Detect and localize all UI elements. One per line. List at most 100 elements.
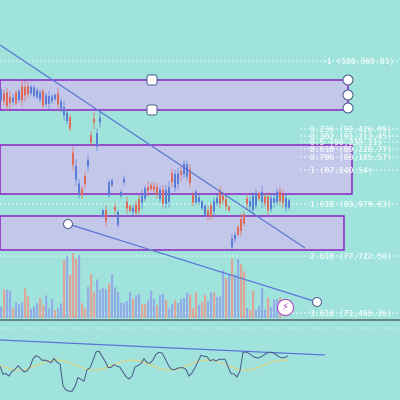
lightning-icon[interactable]: ⚡ (277, 299, 294, 316)
candle-body (246, 198, 248, 205)
candle-body (60, 101, 62, 109)
candle-body (72, 152, 74, 165)
candle-body (225, 198, 227, 207)
candle-body (99, 117, 101, 123)
candle-body (105, 210, 107, 222)
volume-bar (228, 274, 231, 318)
candle-body (3, 93, 5, 102)
candle-body (39, 92, 41, 100)
volume-bar (159, 294, 162, 318)
candle-body (30, 87, 32, 94)
volume-bar (237, 259, 240, 318)
osc-trendline (0, 339, 326, 356)
candle-body (90, 135, 92, 143)
candle-body (177, 173, 179, 185)
candle-body (48, 96, 50, 104)
volume-bar (126, 300, 129, 318)
candle-body (42, 91, 44, 106)
zone-upper-handle-bottom[interactable] (146, 104, 158, 116)
zone-upper-handle-br[interactable] (342, 102, 354, 114)
volume-bar (51, 299, 54, 318)
candle-body (117, 212, 119, 226)
candle-body (270, 197, 272, 210)
candle-body (162, 189, 164, 204)
volume-bar (186, 292, 189, 318)
osc-main-line (0, 350, 289, 392)
volume-bar (258, 305, 261, 318)
lightning-glyph: ⚡ (281, 301, 290, 313)
volume-bar (33, 306, 36, 318)
volume-bar (75, 258, 78, 318)
volume-bar (129, 292, 132, 318)
candle-body (141, 195, 143, 203)
candle-body (201, 201, 203, 209)
candle-body (288, 200, 290, 208)
candle-body (156, 187, 158, 195)
volume-bar (60, 303, 63, 318)
candle-body (0, 90, 2, 100)
volume-bar (273, 299, 276, 318)
candle-body (96, 133, 98, 147)
candle-body (27, 86, 29, 95)
volume-bar (6, 289, 9, 318)
volume-bar (132, 298, 135, 318)
candle-body (285, 198, 287, 208)
drag-handles[interactable] (63, 74, 354, 307)
candle-body (150, 185, 152, 190)
candle-body (75, 165, 77, 180)
candle-body (255, 192, 257, 206)
volume-bar (0, 306, 3, 318)
candle-body (192, 195, 194, 203)
candle-body (69, 117, 71, 129)
volume-bar (27, 296, 30, 318)
trendline-descending[interactable] (0, 44, 306, 249)
volume-bar (138, 293, 141, 318)
candle-body (66, 112, 68, 122)
volume-bar (255, 309, 258, 318)
volume-bar (39, 298, 42, 318)
trendline-lower-handle-end[interactable] (312, 297, 322, 307)
volume-bar (162, 293, 165, 318)
volume-bar (81, 303, 84, 318)
zone-upper-handle-top[interactable] (146, 74, 158, 86)
volume-bar (219, 296, 222, 318)
candle-body (93, 118, 95, 123)
trendline-lower[interactable] (67, 223, 318, 303)
trendline-lower-handle-start[interactable] (63, 219, 73, 229)
volume-bar (21, 302, 24, 318)
candle-body (15, 92, 17, 104)
candle-body (45, 95, 47, 105)
fib-label-05: 0.5 (90,230.11) (310, 138, 382, 147)
volume-bar (69, 274, 72, 318)
volume-bar (18, 304, 21, 318)
candle-body (129, 205, 131, 211)
candle-body (114, 207, 116, 211)
candle-body (168, 187, 170, 202)
volume-bar (201, 301, 204, 318)
fib-label-0618: 0.618 (89,228.77) (310, 145, 392, 154)
candle-body (273, 198, 275, 203)
candle-body (222, 195, 224, 201)
candle-body (189, 169, 191, 183)
volume-bar (63, 260, 66, 318)
volume-bar (204, 294, 207, 318)
zone-upper-handle-tr[interactable] (342, 74, 354, 86)
candle-body (198, 196, 200, 202)
candle-body (234, 234, 236, 240)
volume-bar (180, 299, 183, 318)
candle-body (264, 196, 266, 204)
zone-lower[interactable] (0, 215, 345, 251)
candle-body (228, 206, 230, 211)
candle-body (219, 190, 221, 205)
candle-body (111, 180, 113, 186)
fib-label-1: 1 (87,840.54) (310, 166, 373, 175)
volume-bar (216, 297, 219, 318)
candle-body (33, 87, 35, 96)
candle-body (126, 201, 128, 209)
volume-bar (90, 274, 93, 318)
candle-body (57, 93, 59, 105)
zone-upper-handle-r[interactable] (342, 89, 354, 101)
volume-bar (102, 287, 105, 318)
candle-body (135, 204, 137, 214)
